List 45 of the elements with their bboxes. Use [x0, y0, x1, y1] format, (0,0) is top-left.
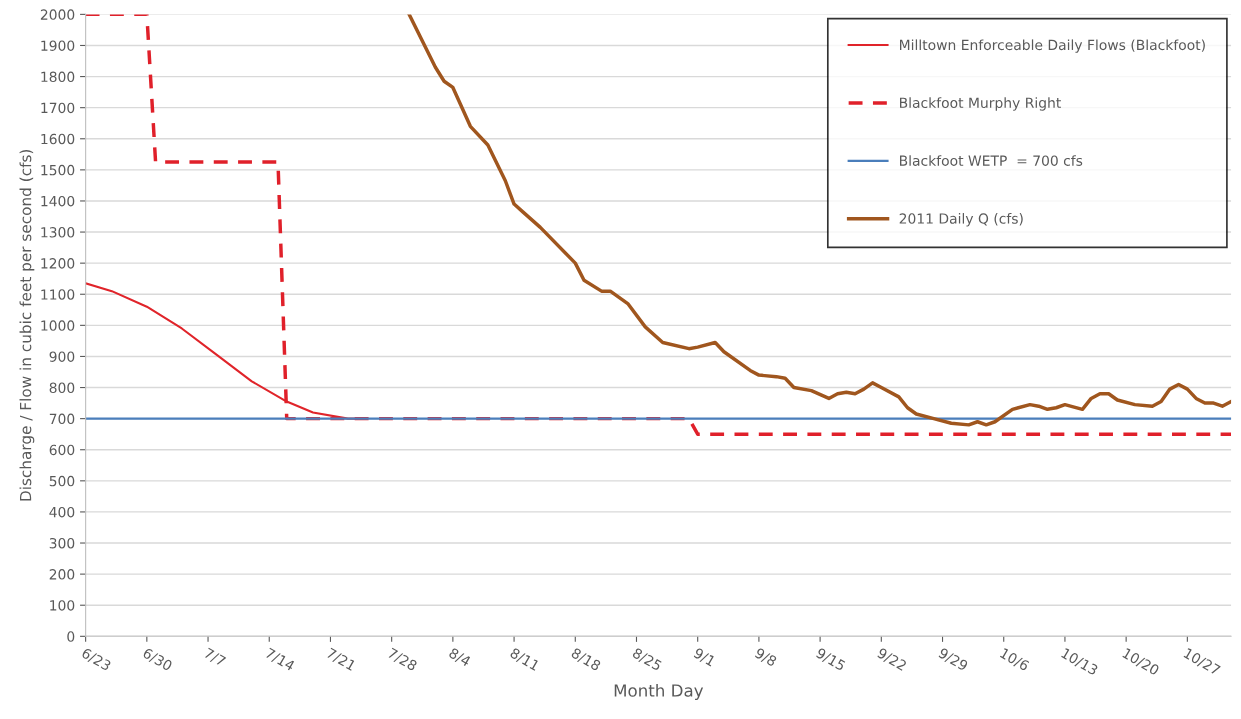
y-tick-label: 1200	[41, 258, 75, 269]
y-tick-label: 0	[67, 631, 75, 642]
x-tick-label: 9/15	[814, 647, 846, 672]
x-tick-label: 9/22	[876, 647, 907, 672]
y-tick-label: 1400	[41, 195, 75, 207]
x-tick-label: 10/6	[999, 647, 1030, 673]
x-tick-label: 6/30	[141, 647, 173, 673]
y-tick-label: 1300	[41, 227, 75, 238]
x-tick-label: 8/11	[508, 647, 540, 672]
x-tick-label: 7/14	[264, 647, 296, 673]
y-tick-label: 900	[49, 351, 75, 362]
y-tick-label: 800	[49, 382, 75, 394]
y-axis-title: Discharge / Flow in cubic feet per second (cfs)	[19, 149, 35, 501]
y-tick-label: 1100	[41, 289, 75, 300]
y-tick-label: 2000	[40, 9, 75, 20]
legend-label: Milltown Enforceable Daily Flows (Blackfoot)	[900, 39, 1205, 53]
y-tick-label: 1600	[41, 133, 75, 145]
x-tick-label: 9/8	[753, 647, 778, 668]
x-tick-label: 8/18	[570, 647, 602, 673]
legend-label: Blackfoot Murphy Right	[900, 97, 1061, 111]
y-tick-label: 1500	[41, 164, 75, 176]
x-axis-title: Month Day	[614, 683, 704, 701]
y-tick-label: 1900	[41, 40, 75, 51]
x-tick-label: 7/7	[203, 647, 227, 668]
x-tick-label: 6/23	[80, 647, 112, 673]
x-tick-label: 8/4	[447, 647, 472, 668]
x-tick-label: 7/28	[386, 647, 418, 673]
y-tick-label: 1800	[41, 71, 75, 83]
y-tick-label: 400	[49, 506, 75, 518]
y-tick-label: 600	[49, 444, 75, 456]
y-tick-label: 700	[49, 413, 75, 425]
y-tick-label: 200	[49, 569, 75, 580]
x-tick-label: 8/25	[631, 647, 663, 672]
legend-label: 2011 Daily Q (cfs)	[899, 213, 1023, 227]
legend-label: Blackfoot WETP = 700 cfs	[900, 155, 1083, 166]
line-series	[85, 14, 1232, 436]
y-tick-label: 100	[50, 600, 75, 611]
y-tick-label: 1000	[41, 320, 75, 331]
x-tick-label: 7/21	[325, 647, 357, 672]
x-tick-label: 9/29	[937, 647, 969, 673]
line-series	[407, 14, 1232, 427]
y-tick-label: 300	[49, 537, 75, 549]
y-tick-label: 500	[49, 475, 75, 487]
y-tick-label: 1700	[41, 102, 75, 114]
x-tick-label: 9/1	[692, 647, 716, 668]
